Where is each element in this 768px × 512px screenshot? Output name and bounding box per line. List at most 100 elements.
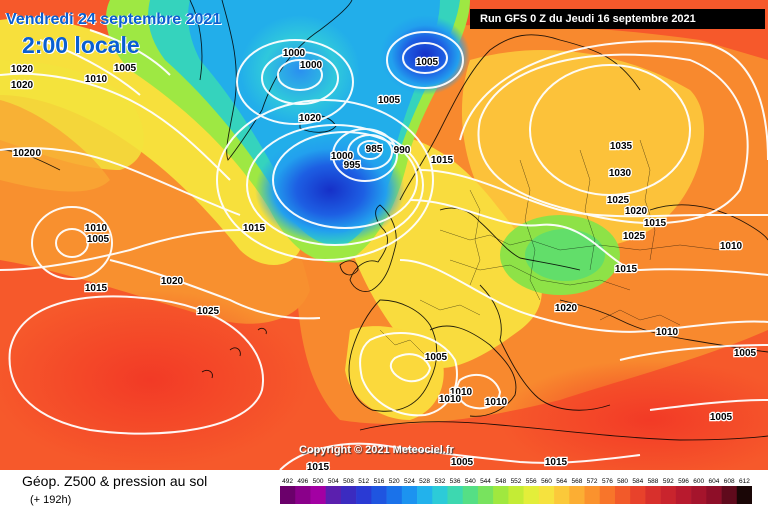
scale-swatch xyxy=(432,486,448,504)
isobar-label: 1020 xyxy=(555,303,578,314)
isobar-low-3 xyxy=(216,99,434,261)
isobar-1005-north xyxy=(89,29,171,76)
scale-tick-label: 524 xyxy=(404,478,415,485)
isobar-1015-europe xyxy=(409,199,768,276)
isobar-label: 1010 xyxy=(85,74,108,85)
isobar-label: 1000 xyxy=(283,48,306,59)
isobar-azores-low-2 xyxy=(31,206,113,280)
isobar-atlantic-1025 xyxy=(8,295,264,435)
isobar-label: 1010 xyxy=(720,241,743,252)
isobar-azores-low-1 xyxy=(55,228,89,258)
isobar-label: 1010 xyxy=(450,387,473,398)
isobar-1020-north xyxy=(0,72,231,181)
scale-swatch xyxy=(554,486,570,504)
isobar-label: 1010 xyxy=(85,223,108,234)
scale-tick-label: 552 xyxy=(511,478,522,485)
legend-footer: Géop. Z500 & pression au sol (+ 192h) 49… xyxy=(0,470,768,512)
forecast-date: Vendredi 24 septembre 2021 xyxy=(6,11,222,28)
isobar-label: 1005 xyxy=(87,234,110,245)
isobar-label: 1015 xyxy=(545,457,568,468)
isobar-1020-west xyxy=(0,147,241,216)
scale-tick-label: 584 xyxy=(632,478,643,485)
scale-swatch xyxy=(538,486,555,504)
scale-tick-label: 600 xyxy=(693,478,704,485)
green-low-balkans-inner xyxy=(525,229,605,281)
scale-tick-label: 608 xyxy=(724,478,735,485)
scale-swatch xyxy=(280,486,296,504)
isobar-label: 1020 xyxy=(625,206,648,217)
yellow-ridge xyxy=(461,50,705,249)
isobar-label: 985 xyxy=(366,144,383,155)
scale-tick-label: 592 xyxy=(663,478,674,485)
scale-swatch xyxy=(356,486,372,504)
isobar-greenland-1 xyxy=(277,59,323,91)
isobar-high-east-2 xyxy=(477,53,749,225)
scale-tick-label: 544 xyxy=(480,478,491,485)
isobar-label: 1010 xyxy=(485,397,508,408)
isobar-label: 1000 xyxy=(331,151,354,162)
isobar-high-east-3 xyxy=(459,40,768,161)
scale-tick-label: 556 xyxy=(526,478,537,485)
isobar-1020-atlantic xyxy=(109,259,321,320)
isobar-label: 1020 xyxy=(299,113,322,124)
scale-swatch xyxy=(736,486,752,504)
isobar-label: 1005 xyxy=(710,412,733,423)
isobar-1010-north xyxy=(39,39,141,96)
scale-swatch xyxy=(691,486,707,504)
scale-tick-label: 496 xyxy=(297,478,308,485)
hot-atlantic xyxy=(0,290,310,470)
copyright-notice: Copyright © 2021 Meteociel.fr xyxy=(299,444,454,456)
scale-tick-label: 540 xyxy=(465,478,476,485)
scale-swatch xyxy=(721,486,738,504)
isobar-label: 1030 xyxy=(609,168,632,179)
isobar-1020-europe xyxy=(419,169,768,218)
country-borders xyxy=(379,139,721,356)
isobar-label: 1005 xyxy=(425,352,448,363)
scale-swatch xyxy=(675,486,692,504)
isobar-label: 1035 xyxy=(610,141,633,152)
isobar-label: 1020 xyxy=(13,148,36,159)
low-scandinavia-core xyxy=(380,15,470,95)
scale-tick-label: 560 xyxy=(541,478,552,485)
scale-swatch xyxy=(493,486,509,504)
scale-swatch xyxy=(447,486,464,504)
isobar-label: 1015 xyxy=(615,264,638,275)
isobar-low-core-1 xyxy=(357,140,383,160)
scale-tick-label: 528 xyxy=(419,478,430,485)
scale-tick-label: 612 xyxy=(739,478,750,485)
isobar-label: 1005 xyxy=(451,457,474,468)
low-iceland-core xyxy=(255,135,405,245)
coastlines xyxy=(0,0,768,441)
isobar-label: 1020 xyxy=(161,276,184,287)
scale-tick-label: 536 xyxy=(450,478,461,485)
scale-swatch xyxy=(462,486,479,504)
scale-tick-label: 568 xyxy=(571,478,582,485)
isobar-label: 1025 xyxy=(607,195,630,206)
scale-tick-label: 500 xyxy=(313,478,324,485)
isobar-label: 1025 xyxy=(623,231,646,242)
scale-swatch xyxy=(340,486,357,504)
scale-swatch xyxy=(660,486,677,504)
scale-tick-label: 604 xyxy=(708,478,719,485)
scale-swatch xyxy=(325,486,342,504)
isobar-label: 990 xyxy=(394,145,411,156)
isobar-label: 1000 xyxy=(300,60,323,71)
scale-tick-label: 564 xyxy=(556,478,567,485)
trough-greenland xyxy=(240,15,360,125)
scale-tick-label: 596 xyxy=(678,478,689,485)
forecast-time: 2:00 locale xyxy=(22,32,140,58)
isobar-mediterranean-1010 xyxy=(456,373,502,410)
isobar-iberia-1010 xyxy=(359,332,458,417)
isobar-label: 1015 xyxy=(644,218,667,229)
orange-strip-north xyxy=(0,100,110,192)
scale-tick-label: 532 xyxy=(434,478,445,485)
scale-swatch xyxy=(508,486,524,504)
isobar-low-1 xyxy=(272,131,418,229)
isobar-greenland-2 xyxy=(261,51,339,105)
isobar-label: 1005 xyxy=(114,63,137,74)
pressure-map: 1020102010101005102010251015101010201005… xyxy=(0,0,768,470)
scale-tick-label: 576 xyxy=(602,478,613,485)
isobar-label: 1005 xyxy=(734,348,757,359)
isobar-label: 1020 xyxy=(19,148,42,159)
